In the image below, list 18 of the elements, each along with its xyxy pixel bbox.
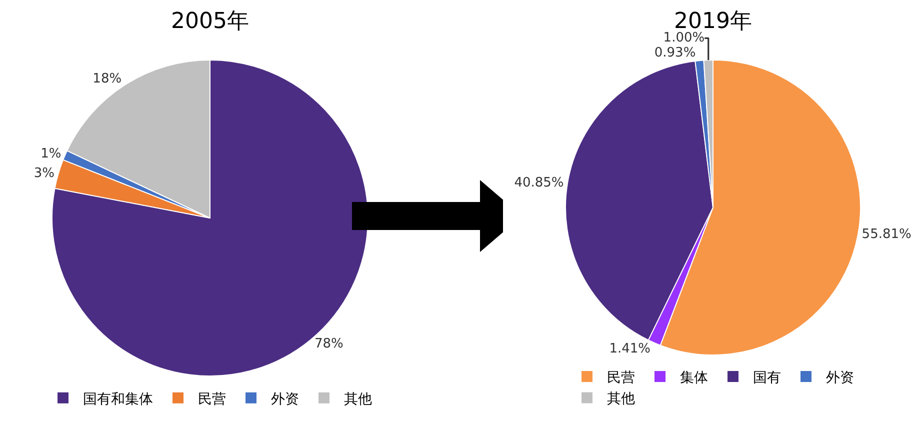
- legend-label: 其他: [344, 391, 372, 408]
- legend-label: 外资: [826, 370, 854, 386]
- legend-label: 集体: [680, 370, 708, 386]
- data-label: 3%: [34, 166, 55, 181]
- legend-label: 其他: [607, 391, 635, 408]
- data-label: 0.93%: [654, 46, 696, 61]
- legend-label: 民营: [198, 391, 226, 408]
- data-label: 1%: [40, 146, 62, 162]
- legend-label: 国有和集体: [83, 391, 153, 408]
- chart-title: 2005年: [171, 9, 249, 34]
- data-label: 78%: [314, 336, 344, 352]
- legend-label: 外资: [271, 391, 299, 408]
- data-label: 1.41%: [609, 342, 651, 357]
- data-label: 55.81%: [862, 227, 912, 242]
- data-label: 18%: [92, 72, 122, 87]
- legend-label: 民营: [607, 370, 635, 386]
- legend-label: 国有: [753, 370, 781, 386]
- data-label: 40.85%: [514, 175, 564, 190]
